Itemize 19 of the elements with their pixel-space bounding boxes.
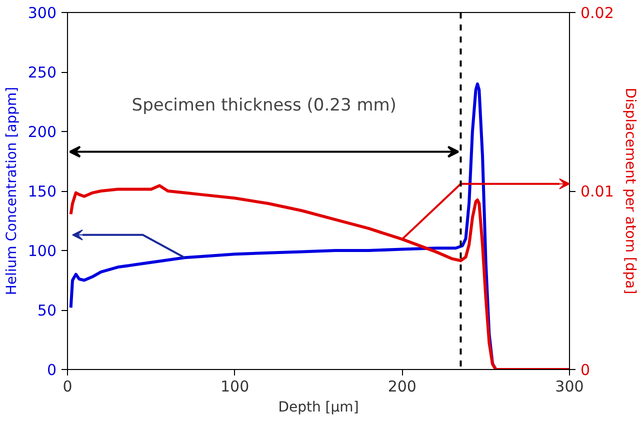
x-tick-label: 100	[220, 378, 250, 396]
x-tick-label: 0	[62, 378, 72, 396]
line-series	[69, 82, 498, 370]
y-axis-title: Helium Concentration [appm]	[4, 86, 20, 296]
y-tick-label: 100	[28, 242, 57, 260]
y-tick-label: 250	[28, 64, 57, 82]
y-tick-label: 50	[37, 302, 57, 320]
y-tick-label: 0	[46, 361, 57, 379]
x-axis-title: Depth [μm]	[278, 400, 359, 416]
y-tick-label: 300	[28, 4, 57, 22]
y-tick-label: 150	[28, 182, 57, 200]
y2-tick-label: 0.02	[580, 4, 614, 22]
y2-tick-label: 0	[580, 361, 590, 379]
annotation: Specimen thickness (0.23 mm)	[132, 95, 396, 116]
y2-axis-title: Displacement per atom [dpa]	[622, 88, 638, 294]
y2-tick-label: 0.01	[580, 182, 614, 200]
y-tick-label: 200	[28, 123, 57, 141]
x-tick-label: 300	[555, 378, 584, 396]
x-tick-label: 200	[388, 378, 416, 396]
